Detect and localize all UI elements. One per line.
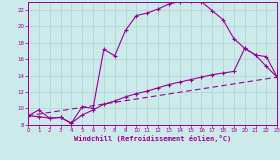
X-axis label: Windchill (Refroidissement éolien,°C): Windchill (Refroidissement éolien,°C): [74, 135, 231, 142]
